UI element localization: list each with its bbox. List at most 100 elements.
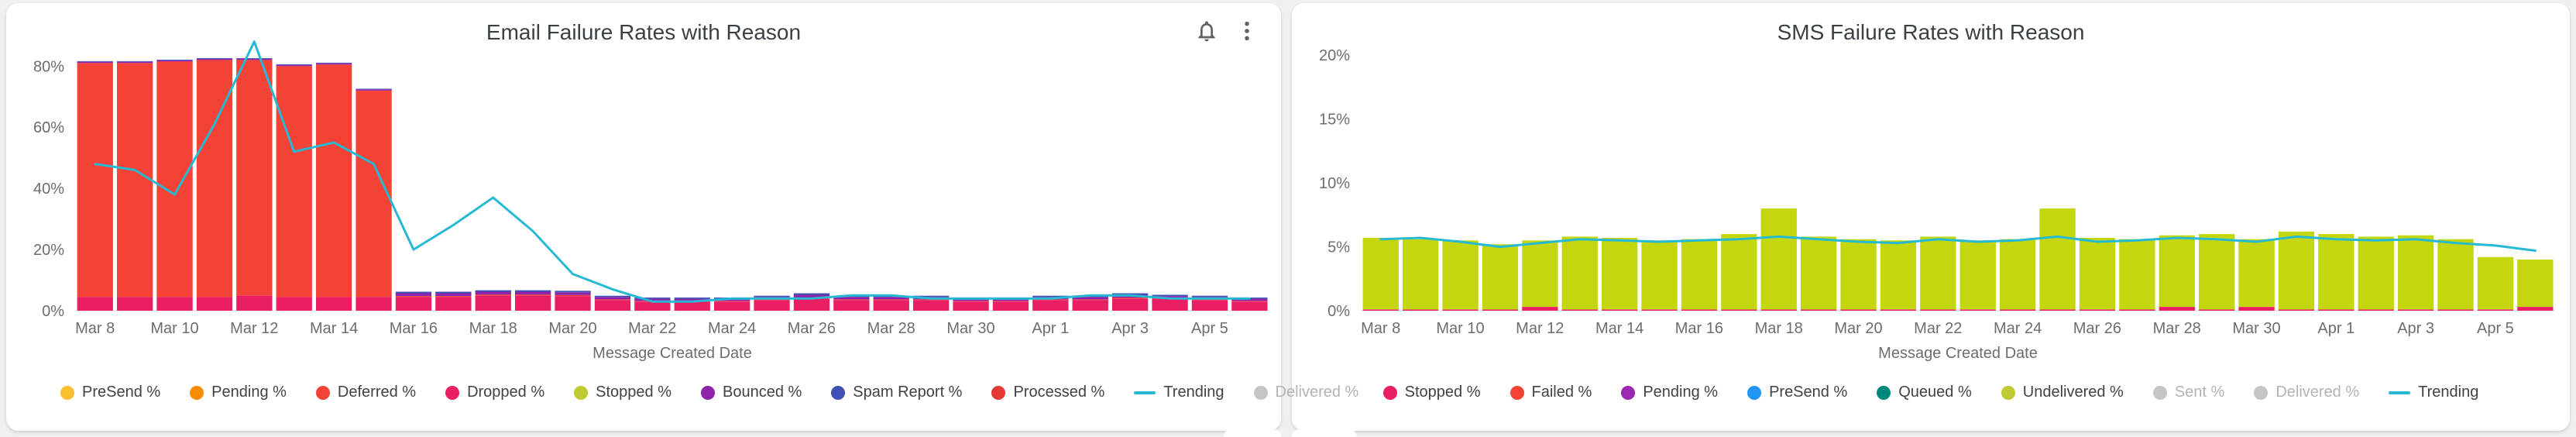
chart-title-sms: SMS Failure Rates with Reason [1777, 20, 2085, 44]
svg-text:0%: 0% [42, 303, 64, 320]
legend-item-presend[interactable]: PreSend % [60, 384, 160, 401]
legend-label: PreSend % [1769, 384, 1848, 401]
legend-dot-marker [831, 385, 846, 400]
legend-label: Delivered % [2275, 384, 2360, 401]
legend-item-stopped[interactable]: Stopped % [574, 384, 671, 401]
svg-text:20%: 20% [1319, 47, 1350, 64]
legend-item-delivered[interactable]: Delivered % [1253, 384, 1359, 401]
legend-item-spam-report[interactable]: Spam Report % [831, 384, 962, 401]
sms-failure-chart: 0%5%10%15%20%Mar 8 Mar 10 Mar 12 Mar 14 Mar … [1319, 47, 2555, 362]
legend-label: Stopped % [1404, 384, 1481, 401]
svg-text:80%: 80% [33, 58, 64, 75]
svg-text:Mar 22: Mar 22 [628, 320, 676, 337]
svg-text:Mar 8: Mar 8 [1361, 320, 1400, 337]
svg-text:Mar 24: Mar 24 [708, 320, 756, 337]
svg-text:Apr 5: Apr 5 [2477, 320, 2514, 337]
legend-item-queued[interactable]: Queued % [1877, 384, 1972, 401]
svg-text:Mar 8: Mar 8 [75, 320, 115, 337]
legend-line-marker [2389, 391, 2411, 394]
legend-item-stopped[interactable]: Stopped % [1382, 384, 1481, 401]
svg-text:Mar 26: Mar 26 [2073, 320, 2121, 337]
svg-text:Mar 12: Mar 12 [1516, 320, 1564, 337]
legend-dot-marker [315, 385, 330, 400]
email-failure-card: Email Failure Rates with Reason 0% 20% 40%… [6, 3, 1358, 431]
svg-text:Mar 10: Mar 10 [1436, 320, 1484, 337]
legend-label: Dropped % [467, 384, 545, 401]
legend-dot-marker [60, 385, 74, 400]
legend-label: Stopped % [596, 384, 671, 401]
x-axis-title: Message Created Date [592, 345, 752, 362]
legend-dot-marker [190, 385, 204, 400]
svg-text:Apr 1: Apr 1 [1032, 320, 1069, 337]
legend-label: Trending [1163, 384, 1224, 401]
svg-text:Mar 10: Mar 10 [150, 320, 198, 337]
svg-text:0%: 0% [1327, 303, 1350, 320]
chart-title-email: Email Failure Rates with Reason [486, 20, 802, 44]
legend-label: Delivered % [1275, 384, 1359, 401]
legend-dot-marker [574, 385, 589, 400]
legend-item-trending[interactable]: Trending [2389, 384, 2478, 401]
legend-item-bounced[interactable]: Bounced % [701, 384, 802, 401]
legend-label: Bounced % [723, 384, 802, 401]
svg-text:Mar 30: Mar 30 [2232, 320, 2280, 337]
svg-text:Apr 3: Apr 3 [2397, 320, 2434, 337]
notifications-bell-icon[interactable] [1190, 14, 1224, 48]
legend-label: Pending % [1643, 384, 1719, 401]
svg-text:Mar 20: Mar 20 [1834, 320, 1882, 337]
legend-dot-marker [1382, 385, 1397, 400]
legend-dot-marker [2152, 385, 2167, 400]
bars-group [1362, 208, 2554, 311]
svg-text:Message Created Date: Message Created Date [592, 345, 752, 362]
legend-item-failed[interactable]: Failed % [1510, 384, 1592, 401]
legend-label: Deferred % [337, 384, 417, 401]
trending-line [94, 40, 1251, 303]
svg-text:10%: 10% [1319, 175, 1350, 192]
legend-dot-marker [1253, 385, 1268, 400]
email-chart-legend: PreSend % Pending % Deferred % Dropped % Sto… [6, 384, 1358, 401]
svg-text:Mar 16: Mar 16 [1675, 320, 1723, 337]
legend-line-marker [1134, 391, 1156, 394]
legend-dot-marker [2254, 385, 2269, 400]
bars-group [77, 58, 1268, 311]
legend-dot-marker [445, 385, 460, 400]
legend-dot-marker [1877, 385, 1891, 400]
card-actions [1190, 14, 1264, 48]
svg-text:20%: 20% [33, 242, 64, 259]
legend-dot-marker [991, 385, 1006, 400]
legend-item-sent[interactable]: Sent % [2152, 384, 2224, 401]
legend-label: Queued % [1898, 384, 1972, 401]
legend-item-pending[interactable]: Pending % [1621, 384, 1718, 401]
legend-item-trending[interactable]: Trending [1134, 384, 1224, 401]
kebab-menu-icon[interactable] [1230, 14, 1264, 48]
legend-dot-marker [2001, 385, 2015, 400]
email-failure-chart: 0%20%40%60%80%Mar 8 Mar 10 Mar 12 Mar 14 Mar… [33, 40, 1269, 362]
legend-label: Spam Report % [853, 384, 963, 401]
legend-item-processed[interactable]: Processed % [991, 384, 1104, 401]
svg-text:Mar 18: Mar 18 [469, 320, 517, 337]
sms-failure-card: SMS Failure Rates with Reason 0% 5% 10% 15%… [1292, 3, 2570, 431]
svg-text:Mar 28: Mar 28 [2153, 320, 2201, 337]
legend-item-dropped[interactable]: Dropped % [445, 384, 544, 401]
trending-line [1379, 235, 2537, 252]
svg-text:15%: 15% [1319, 112, 1350, 129]
legend-dot-marker [1621, 385, 1636, 400]
legend-item-deferred[interactable]: Deferred % [315, 384, 417, 401]
svg-text:5%: 5% [1327, 239, 1350, 256]
legend-dot-marker [701, 385, 715, 400]
y-axis-labels: 0% 5% 10% 15% 20% [1319, 47, 1350, 320]
legend-item-delivered[interactable]: Delivered % [2254, 384, 2359, 401]
legend-dot-marker [1747, 385, 1762, 400]
svg-text:Mar 20: Mar 20 [548, 320, 596, 337]
svg-text:Mar 24: Mar 24 [1994, 320, 2042, 337]
legend-item-undelivered[interactable]: Undelivered % [2001, 384, 2124, 401]
svg-text:60%: 60% [33, 119, 64, 136]
svg-text:Mar 28: Mar 28 [867, 320, 915, 337]
svg-text:Mar 16: Mar 16 [390, 320, 438, 337]
legend-item-presend[interactable]: PreSend % [1747, 384, 1847, 401]
legend-label: Pending % [211, 384, 287, 401]
svg-text:Mar 26: Mar 26 [788, 320, 836, 337]
x-axis-labels: Mar 8 Mar 10 Mar 12 Mar 14 Mar 16 Mar 18 Mar 2… [75, 320, 1228, 337]
legend-item-pending[interactable]: Pending % [190, 384, 287, 401]
svg-text:Apr 3: Apr 3 [1111, 320, 1149, 337]
